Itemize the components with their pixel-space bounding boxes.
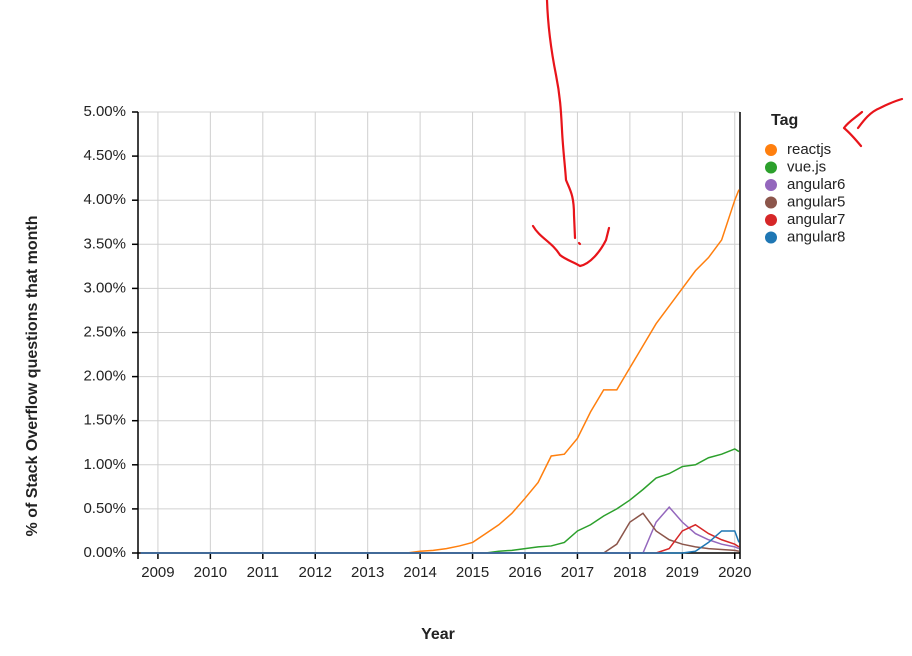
x-tick-label: 2010 <box>194 564 227 581</box>
x-tick-label: 2011 <box>247 564 279 581</box>
series-line <box>140 506 740 554</box>
y-tick-label: 4.00% <box>83 191 126 208</box>
x-tick-label: 2020 <box>718 564 751 581</box>
legend-swatch <box>765 179 777 191</box>
legend-label: angular6 <box>787 176 845 193</box>
x-tick-label: 2018 <box>613 564 646 581</box>
y-tick-label: 1.50% <box>83 412 126 429</box>
legend-label: vue.js <box>787 158 826 175</box>
x-tick-label: 2012 <box>299 564 332 581</box>
legend: reactjsvue.jsangular6angular5angular7ang… <box>765 141 845 245</box>
legend-label: angular5 <box>787 193 845 210</box>
x-tick-label: 2016 <box>508 564 541 581</box>
y-axis-label: % of Stack Overflow questions that month <box>24 216 41 537</box>
x-tick-label: 2017 <box>561 564 594 581</box>
legend-label: angular7 <box>787 211 845 228</box>
y-tick-label: 2.50% <box>83 323 126 340</box>
x-axis-label: Year <box>421 626 455 643</box>
legend-label: reactjs <box>787 141 831 158</box>
y-tick-label: 0.00% <box>83 544 126 561</box>
x-tick-label: 2013 <box>351 564 384 581</box>
legend-label: angular8 <box>787 228 845 245</box>
grid <box>132 111 741 559</box>
legend-swatch <box>765 161 777 174</box>
x-tick-label: 2019 <box>666 564 699 581</box>
legend-title: Tag <box>771 112 798 129</box>
y-tick-label: 5.00% <box>83 103 126 120</box>
y-tick-label: 3.50% <box>83 235 126 252</box>
legend-swatch <box>765 144 777 156</box>
y-tick-label: 0.50% <box>83 500 126 517</box>
y-tick-label: 1.00% <box>83 456 126 473</box>
legend-swatch <box>765 214 777 226</box>
y-tick-label: 4.50% <box>83 147 126 164</box>
legend-swatch <box>765 196 777 209</box>
legend-swatch <box>765 231 777 244</box>
labels: 0.00% 0.50% 1.00% 1.50% 2.00% 2.50% 3.00% 3.50%… <box>83 103 751 581</box>
x-tick-label: 2009 <box>141 564 174 581</box>
lines <box>140 189 740 554</box>
series-line <box>140 530 740 554</box>
x-tick-label: 2015 <box>456 564 489 581</box>
series-line <box>140 512 740 554</box>
x-tick-label: 2014 <box>403 564 436 581</box>
annotation <box>531 0 904 268</box>
y-tick-label: 3.00% <box>83 279 126 296</box>
y-tick-label: 2.00% <box>83 368 126 385</box>
